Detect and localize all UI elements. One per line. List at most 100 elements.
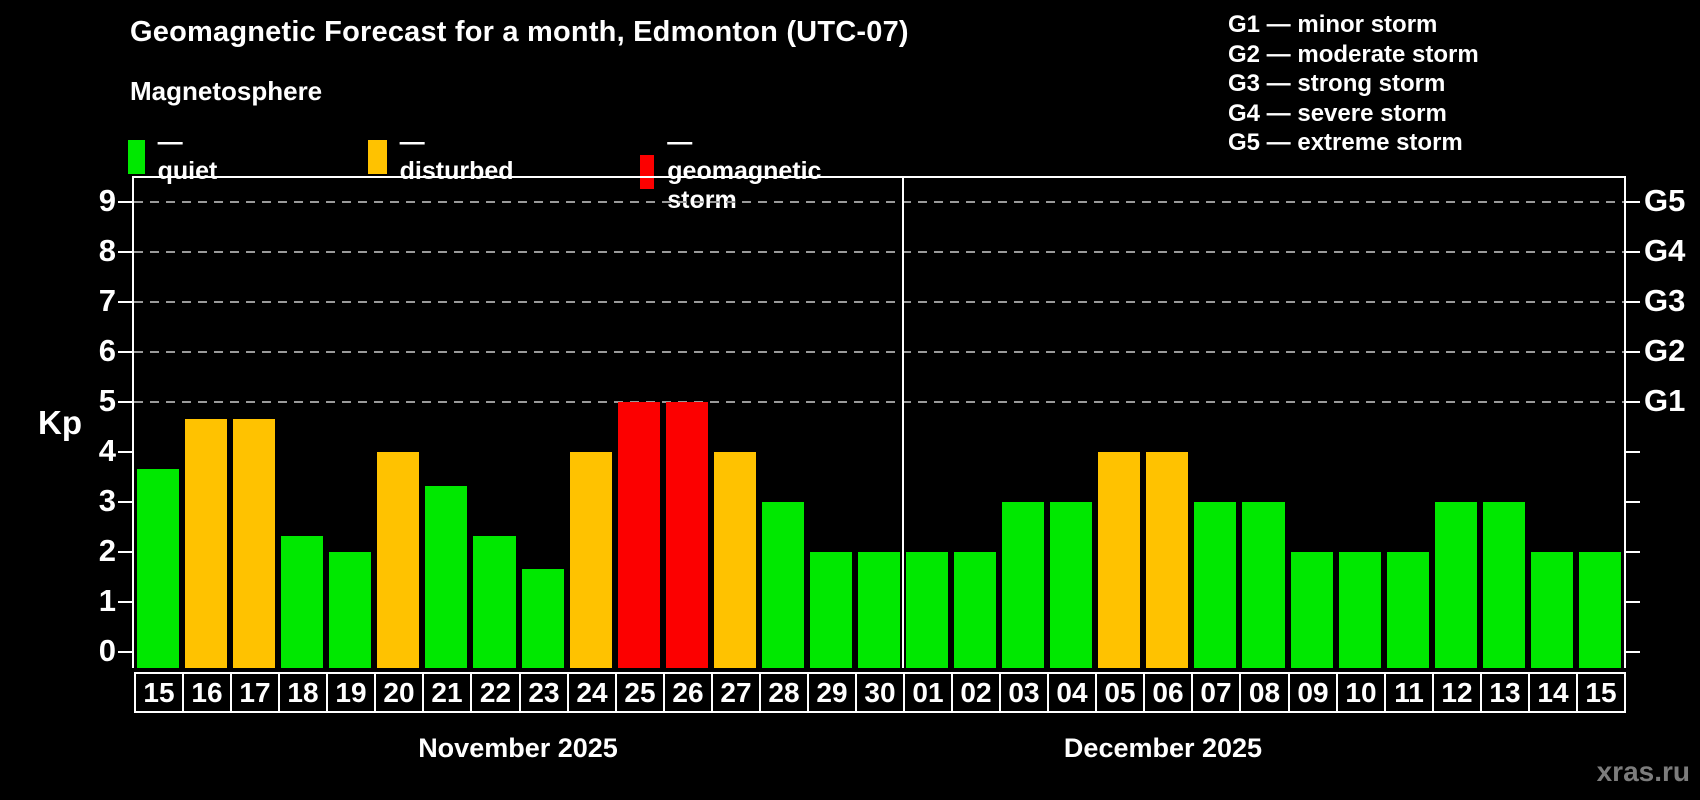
day-label-cell: 16 xyxy=(182,672,230,713)
y-axis-tick xyxy=(118,401,132,403)
right-axis-tick xyxy=(1626,351,1640,353)
day-label-cell: 28 xyxy=(759,672,807,713)
kp-bar xyxy=(666,402,708,668)
gridline xyxy=(134,351,1624,353)
day-label-cell: 06 xyxy=(1143,672,1191,713)
day-label-cell: 23 xyxy=(519,672,567,713)
y-axis-tick-label: 4 xyxy=(98,433,116,468)
y-axis-tick-label: 0 xyxy=(98,633,116,668)
quiet-color-swatch xyxy=(128,140,145,174)
kp-bar xyxy=(1291,552,1333,668)
kp-bar xyxy=(858,552,900,668)
day-label-cell: 10 xyxy=(1336,672,1384,713)
day-label-cell: 22 xyxy=(470,672,519,713)
kp-bar xyxy=(810,552,852,668)
g-scale-legend: G1 — minor storm G2 — moderate storm G3 — … xyxy=(1228,10,1479,158)
plot-frame-top xyxy=(132,176,1626,178)
g-scale-legend-line: G2 — moderate storm xyxy=(1228,40,1479,68)
kp-bar xyxy=(329,552,371,668)
kp-bar xyxy=(281,535,323,668)
gridline xyxy=(134,201,1624,203)
kp-bar xyxy=(570,452,612,668)
right-axis-tick xyxy=(1626,601,1640,603)
right-axis-tick xyxy=(1626,501,1640,503)
day-label-cell: 17 xyxy=(230,672,278,713)
day-label-cell: 30 xyxy=(855,672,903,713)
kp-bar xyxy=(906,552,948,668)
g-scale-tick-label: G1 xyxy=(1644,383,1686,418)
day-label-cell: 04 xyxy=(1047,672,1095,713)
disturbed-color-swatch xyxy=(368,140,387,174)
kp-bar xyxy=(1435,502,1477,668)
day-label-cell: 25 xyxy=(615,672,663,713)
g-scale-legend-line: G5 — extreme storm xyxy=(1228,129,1463,157)
kp-bar xyxy=(1579,552,1621,668)
day-label-cell: 12 xyxy=(1432,672,1480,713)
y-axis-tick-label: 7 xyxy=(98,283,116,318)
day-label-cell: 24 xyxy=(567,672,615,713)
day-label-cell: 20 xyxy=(374,672,422,713)
kp-bar xyxy=(1146,452,1188,668)
kp-bar xyxy=(137,468,179,668)
right-axis-tick xyxy=(1626,451,1640,453)
y-axis-tick-label: 3 xyxy=(98,483,116,518)
kp-bar xyxy=(185,418,227,668)
y-axis-tick-label: 8 xyxy=(98,233,116,268)
y-axis-tick-label: 9 xyxy=(98,183,116,218)
kp-bar xyxy=(1194,502,1236,668)
y-axis-tick xyxy=(118,601,132,603)
right-axis-tick xyxy=(1626,251,1640,253)
storm-color-swatch xyxy=(640,154,655,189)
day-label-cell: 18 xyxy=(278,672,326,713)
plot-frame-right xyxy=(1624,176,1626,668)
watermark: xras.ru xyxy=(1596,756,1690,787)
day-label-cell: 15 xyxy=(1576,672,1626,713)
kp-bar xyxy=(1098,452,1140,668)
plot-frame-left xyxy=(132,176,134,668)
kp-bar xyxy=(714,452,756,668)
y-axis-tick xyxy=(118,451,132,453)
legend-item-storm: — geomagnetic storm xyxy=(640,128,830,215)
y-axis-tick-label: 6 xyxy=(98,333,116,368)
day-label-cell: 29 xyxy=(807,672,855,713)
kp-bar xyxy=(1531,552,1573,668)
chart-subtitle: Magnetosphere xyxy=(130,76,323,106)
day-label-cell: 27 xyxy=(711,672,759,713)
day-label-cell: 19 xyxy=(326,672,374,713)
y-axis-tick-label: 5 xyxy=(98,383,116,418)
g-scale-tick-label: G2 xyxy=(1644,333,1686,368)
day-label-cell: 14 xyxy=(1528,672,1576,713)
kp-bar xyxy=(522,568,564,668)
chart-title: Geomagnetic Forecast for a month, Edmont… xyxy=(130,16,909,48)
legend-item-label: — geomagnetic storm xyxy=(667,128,822,214)
day-label-cell: 07 xyxy=(1191,672,1239,713)
day-label-cell: 05 xyxy=(1095,672,1143,713)
month-label-november: November 2025 xyxy=(418,733,618,763)
legend-item-label: — quiet xyxy=(157,128,218,185)
g-scale-legend-line: G1 — minor storm xyxy=(1228,11,1438,38)
y-axis-tick-label: 1 xyxy=(98,583,116,618)
g-scale-tick-label: G4 xyxy=(1644,233,1686,268)
day-label-cell: 13 xyxy=(1480,672,1528,713)
right-axis-tick xyxy=(1626,201,1640,203)
kp-bar xyxy=(1483,502,1525,668)
right-axis-tick xyxy=(1626,551,1640,553)
right-axis-tick xyxy=(1626,301,1640,303)
y-axis-tick xyxy=(118,251,132,253)
y-axis-tick xyxy=(118,351,132,353)
kp-bar xyxy=(1002,502,1044,668)
right-axis-tick xyxy=(1626,651,1640,653)
kp-bar xyxy=(762,502,804,668)
legend-item-disturbed: — disturbed xyxy=(368,128,518,186)
legend-item-quiet: — quiet xyxy=(128,128,224,186)
day-label-cell: 15 xyxy=(134,672,182,713)
kp-bar xyxy=(1242,502,1285,668)
g-scale-legend-line: G3 — strong storm xyxy=(1228,70,1446,98)
y-axis-tick xyxy=(118,501,132,503)
g-scale-legend-line: G4 — severe storm xyxy=(1228,99,1447,127)
month-separator-line xyxy=(902,176,904,668)
kp-bar xyxy=(1050,502,1092,668)
gridline xyxy=(134,301,1624,303)
day-label-cell: 21 xyxy=(422,672,470,713)
